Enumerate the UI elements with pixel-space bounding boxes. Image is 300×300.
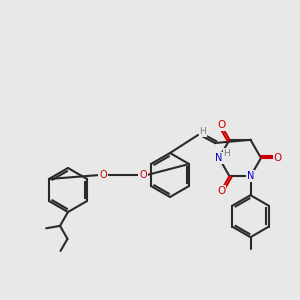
Text: N: N [247, 171, 254, 181]
Text: O: O [274, 153, 282, 163]
Text: N: N [215, 153, 223, 163]
Text: H: H [200, 128, 206, 136]
Text: O: O [139, 170, 147, 180]
Text: O: O [217, 186, 225, 196]
Text: O: O [99, 170, 107, 180]
Text: H: H [224, 148, 230, 158]
Text: O: O [217, 120, 225, 130]
